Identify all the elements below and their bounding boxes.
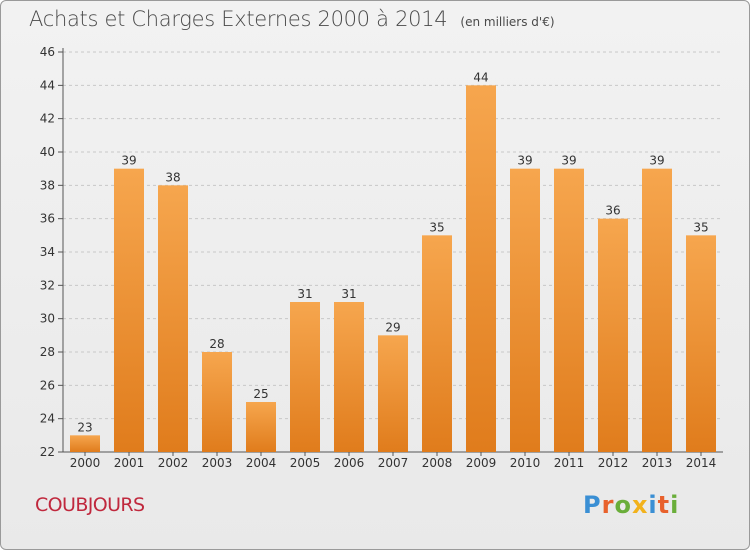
bar-2002 — [158, 185, 188, 453]
x-tick-label: 2008 — [422, 456, 453, 470]
bar-2010 — [510, 168, 540, 452]
data-label: 35 — [429, 220, 444, 234]
bar-2003 — [202, 352, 232, 452]
y-tick-label: 46 — [40, 45, 55, 59]
data-label: 39 — [561, 154, 576, 168]
data-label: 39 — [649, 154, 664, 168]
x-tick-label: 2006 — [334, 456, 365, 470]
x-tick-label: 2004 — [246, 456, 277, 470]
y-tick-label: 34 — [40, 245, 55, 259]
data-label: 39 — [121, 154, 136, 168]
unit-text: (en milliers d'€) — [460, 15, 555, 29]
data-label: 38 — [165, 170, 180, 184]
data-label: 25 — [253, 387, 268, 401]
y-tick-label: 32 — [40, 278, 55, 292]
x-tick-label: 2002 — [158, 456, 189, 470]
logo-letter: P — [583, 491, 602, 519]
logo-letter: i — [670, 491, 680, 519]
bar-2004 — [246, 402, 276, 452]
x-tick-label: 2011 — [554, 456, 585, 470]
data-label: 31 — [341, 287, 356, 301]
bar-2012 — [598, 218, 628, 452]
data-label: 29 — [385, 320, 400, 334]
logo-letter: i — [648, 491, 658, 519]
y-tick-label: 22 — [40, 445, 55, 459]
y-tick-label: 38 — [40, 178, 55, 192]
data-label: 35 — [693, 220, 708, 234]
data-label: 39 — [517, 154, 532, 168]
data-label: 28 — [209, 337, 224, 351]
y-tick-label: 40 — [40, 145, 55, 159]
x-tick-label: 2000 — [70, 456, 101, 470]
bar-2014 — [686, 235, 716, 452]
x-tick-label: 2003 — [202, 456, 233, 470]
data-label: 23 — [77, 420, 92, 434]
x-tick-label: 2001 — [114, 456, 145, 470]
bars — [70, 85, 716, 453]
logo-letter: o — [614, 491, 632, 519]
bar-2011 — [554, 168, 584, 452]
logo-letter: t — [657, 491, 671, 519]
logo-letter: r — [601, 491, 615, 519]
x-tick-label: 2014 — [686, 456, 717, 470]
x-tick-label: 2013 — [642, 456, 673, 470]
x-tick-label: 2005 — [290, 456, 321, 470]
bar-2006 — [334, 302, 364, 452]
data-label: 31 — [297, 287, 312, 301]
y-tick-label: 30 — [40, 312, 55, 326]
proxiti-logo: Proxiti — [583, 491, 679, 519]
y-tick-label: 26 — [40, 378, 55, 392]
x-tick-label: 2007 — [378, 456, 409, 470]
chart-title: Achats et Charges Externes 2000 à 2014 (… — [29, 7, 555, 31]
bar-2005 — [290, 302, 320, 452]
y-tick-label: 28 — [40, 345, 55, 359]
y-tick-label: 44 — [40, 78, 55, 92]
y-tick-label: 36 — [40, 212, 55, 226]
title-text: Achats et Charges Externes 2000 à 2014 — [29, 7, 448, 31]
bar-2008 — [422, 235, 452, 452]
bar-2013 — [642, 168, 672, 452]
bar-2009 — [466, 85, 496, 452]
data-label: 44 — [473, 70, 488, 84]
commune-name: COUBJOURS — [35, 494, 145, 516]
logo-letter: x — [631, 491, 649, 519]
data-label: 36 — [605, 204, 620, 218]
bar-2001 — [114, 168, 144, 452]
labels: 23 39 38 28 25 31 31 29 35 44 39 39 36 39 35 — [77, 70, 708, 434]
y-tick-label: 42 — [40, 112, 55, 126]
x-tick-label: 2009 — [466, 456, 497, 470]
x-tick-label: 2012 — [598, 456, 629, 470]
x-tick-label: 2010 — [510, 456, 541, 470]
bar-2007 — [378, 335, 408, 452]
bar-2000 — [70, 435, 100, 452]
y-tick-label: 24 — [40, 412, 55, 426]
axes: 22 24 26 28 30 32 34 36 38 40 42 44 46 2000 2001 2002 20… — [40, 45, 723, 470]
